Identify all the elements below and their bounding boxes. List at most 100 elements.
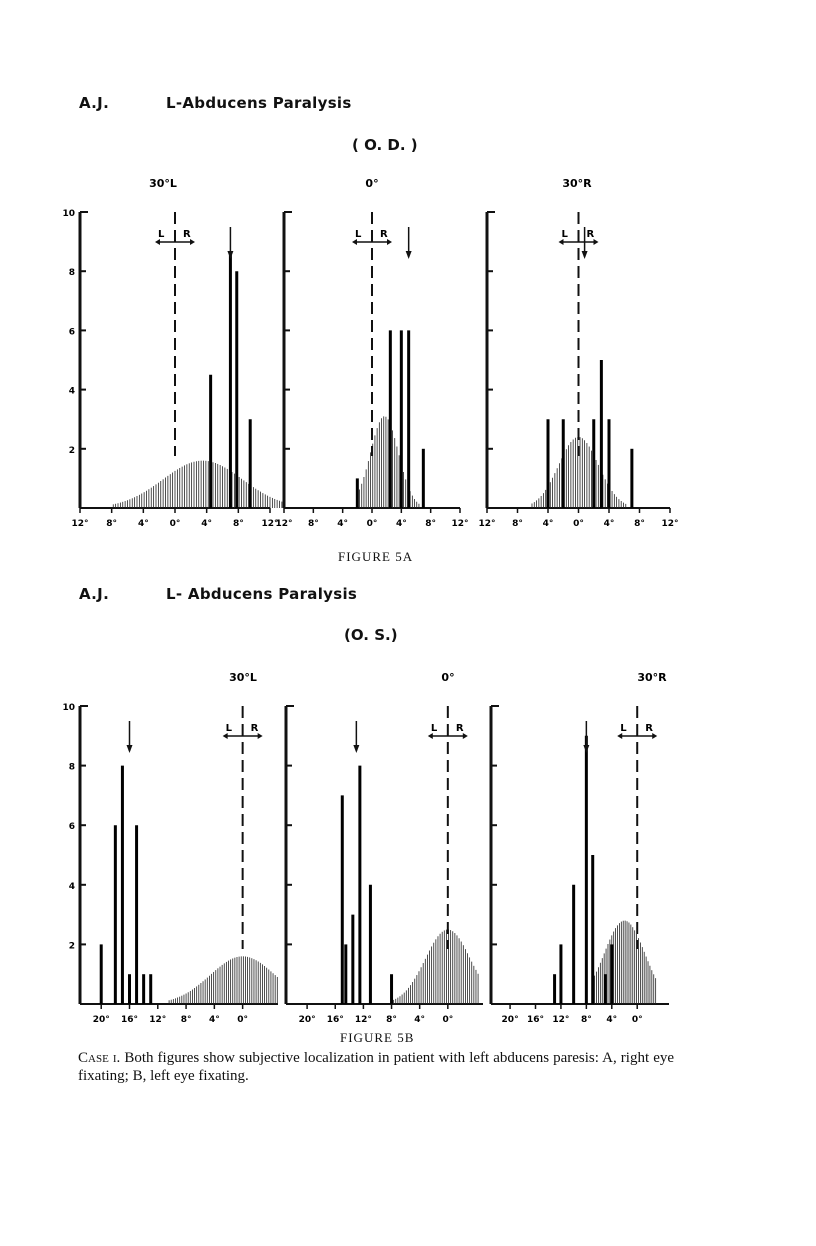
x-tick-label: 12°	[451, 519, 468, 529]
figure-a-title: L-Abducens Paralysis	[166, 94, 352, 112]
figure-a-caption: FIGURE 5A	[338, 549, 414, 564]
chart-panel-5: 0° 20° 16° 12° 8° 4° 0° L R	[284, 671, 483, 1025]
x-tick-label: 12°	[261, 519, 278, 529]
panel-title: 30°R	[637, 671, 667, 684]
lr-arrow-left-head	[222, 733, 228, 739]
x-tick-label: 4°	[138, 519, 149, 529]
x-tick-label: 4°	[396, 519, 407, 529]
lr-label-left: L	[562, 229, 569, 240]
lr-label-right: R	[587, 229, 595, 240]
lr-arrow-left-head	[558, 239, 564, 245]
x-tick-label: 8°	[181, 1015, 192, 1025]
panel-title: 0°	[365, 177, 378, 190]
y-tick-label: 8	[69, 763, 75, 773]
x-tick-label: 8°	[386, 1015, 397, 1025]
figure-b-eye: (O. S.)	[344, 626, 398, 644]
x-tick-label: 12°	[149, 1015, 166, 1025]
case-caption-text: Both figures show subjective localizatio…	[78, 1050, 675, 1084]
lr-arrow-left-head	[427, 733, 433, 739]
lr-label-left: L	[431, 723, 438, 734]
x-tick-label: 12°	[478, 519, 495, 529]
x-tick-label: 4°	[604, 519, 615, 529]
case-caption: Case i. Both figures show subjective loc…	[78, 1049, 674, 1085]
x-tick-label: 4°	[414, 1015, 425, 1025]
lr-label-left: L	[620, 723, 627, 734]
figure-b-caption: FIGURE 5B	[340, 1030, 415, 1045]
lr-arrow-right-head	[387, 239, 392, 245]
y-tick-label: 10	[62, 703, 75, 713]
arrow-head	[581, 251, 588, 259]
x-tick-label: 8°	[581, 1015, 592, 1025]
figure-a-patient: A.J.	[79, 94, 110, 112]
y-tick-label: 4	[69, 882, 75, 892]
x-tick-label: 8°	[425, 519, 436, 529]
lr-label-left: L	[226, 723, 233, 734]
y-tick-label: 2	[69, 446, 75, 456]
panel-title: 30°R	[562, 177, 592, 190]
x-tick-label: 12°	[71, 519, 88, 529]
lr-label-left: L	[355, 229, 362, 240]
arrow-head	[126, 745, 133, 753]
figure-b-title: L- Abducens Paralysis	[166, 585, 358, 603]
x-tick-label: 20°	[299, 1015, 316, 1025]
panel-title: 0°	[441, 671, 454, 684]
lr-label-right: R	[251, 723, 259, 734]
x-tick-label: 8°	[634, 519, 645, 529]
x-tick-label: 20°	[93, 1015, 110, 1025]
arrow-head	[353, 745, 360, 753]
case-caption-lead: Case i.	[78, 1050, 121, 1066]
x-tick-label: 16°	[327, 1015, 344, 1025]
lr-label-left: L	[158, 229, 165, 240]
x-tick-label: 4°	[201, 519, 212, 529]
x-tick-label: 0°	[442, 1015, 453, 1025]
x-tick-label: 4°	[337, 519, 348, 529]
x-tick-label: 8°	[106, 519, 117, 529]
y-tick-label: 6	[69, 327, 75, 337]
arrow-head	[405, 251, 412, 259]
y-tick-label: 6	[69, 822, 75, 832]
lr-arrow-right-head	[593, 239, 599, 245]
figure-b-patient: A.J.	[79, 585, 110, 603]
chart-panel-3: 30°R 12° 8° 4° 0° 4° 8° 12° L R	[478, 177, 678, 529]
lr-arrow-right-head	[257, 733, 263, 739]
x-tick-label: 8°	[308, 519, 319, 529]
x-tick-label: 0°	[573, 519, 584, 529]
y-tick-label: 4	[69, 387, 75, 397]
panel-title: 30°L	[149, 177, 177, 190]
lr-label-right: R	[183, 229, 191, 240]
chart-panel-2: 0° 12° 8° 4° 0° 4° 8° 12° L R	[275, 177, 468, 529]
x-tick-label: 16°	[527, 1015, 544, 1025]
figure-a-eye: ( O. D. )	[352, 136, 418, 154]
x-tick-label: 0°	[367, 519, 378, 529]
lr-arrow-right-head	[190, 239, 195, 245]
arrow-head	[583, 745, 590, 753]
x-tick-label: 8°	[512, 519, 523, 529]
y-tick-label: 2	[69, 941, 75, 951]
x-tick-label: 0°	[170, 519, 181, 529]
lr-arrow-left-head	[617, 733, 623, 739]
lr-label-right: R	[645, 723, 653, 734]
x-tick-label: 20°	[502, 1015, 519, 1025]
x-tick-label: 8°	[233, 519, 244, 529]
x-tick-label: 4°	[543, 519, 554, 529]
x-tick-label: 4°	[209, 1015, 220, 1025]
panel-title: 30°L	[229, 671, 257, 684]
lr-arrow-left-head	[155, 239, 160, 245]
x-tick-label: 16°	[121, 1015, 138, 1025]
chart-panel-6: 30°R 20° 16° 12° 8° 4° 0° L R	[489, 671, 669, 1025]
lr-arrow-right-head	[652, 733, 658, 739]
x-tick-label: 12°	[552, 1015, 569, 1025]
lr-arrow-left-head	[352, 239, 357, 245]
x-tick-label: 12°	[275, 519, 292, 529]
y-tick-label: 10	[62, 209, 75, 219]
chart-panel-1: 30°L 2 4 6 8 10 12° 8° 4° 0° 4° 8° 12° L R	[62, 177, 285, 529]
arrow-head	[227, 251, 234, 259]
lr-label-right: R	[456, 723, 464, 734]
x-tick-label: 12°	[661, 519, 678, 529]
x-tick-label: 12°	[355, 1015, 372, 1025]
x-tick-label: 0°	[632, 1015, 643, 1025]
lr-label-right: R	[380, 229, 388, 240]
lr-arrow-right-head	[462, 733, 468, 739]
y-tick-label: 8	[69, 268, 75, 278]
